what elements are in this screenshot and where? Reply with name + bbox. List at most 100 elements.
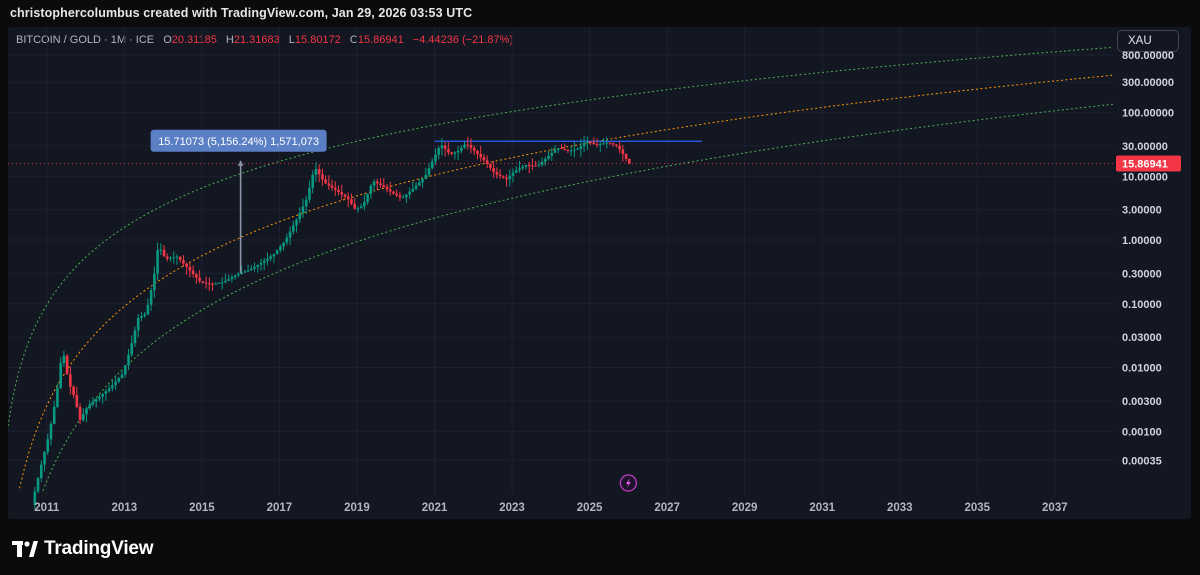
- candle-body: [165, 256, 169, 259]
- candle-body: [479, 153, 482, 158]
- candle-body: [366, 193, 369, 203]
- y-tick-label: 0.00100: [1122, 426, 1162, 438]
- candle-body: [214, 283, 218, 285]
- y-tick-label: 0.30000: [1122, 268, 1162, 280]
- candle-body: [379, 183, 382, 186]
- last-price-label: 15.86941: [1122, 159, 1168, 171]
- candle-body: [149, 290, 153, 305]
- candle-body: [514, 170, 518, 173]
- candle-body: [469, 145, 473, 148]
- candle-body: [547, 155, 550, 159]
- candle-body: [359, 206, 363, 209]
- candle-body: [524, 165, 528, 167]
- y-tick-label: 30.00000: [1122, 141, 1168, 153]
- chart-panel[interactable]: BITCOIN / GOLD · 1M · ICE O20.31185 H21.…: [8, 27, 1191, 519]
- tradingview-logo-icon: [12, 541, 38, 557]
- measure-arrow: [237, 160, 244, 166]
- candle-body: [440, 145, 444, 149]
- candle-body: [437, 148, 440, 155]
- candle-body: [237, 273, 240, 276]
- x-tick-label: 2021: [422, 502, 448, 514]
- candle-body: [540, 161, 544, 165]
- legend-low-label: L: [288, 34, 295, 46]
- candle-body: [52, 406, 56, 424]
- candle-body: [595, 144, 599, 146]
- candle-body: [259, 262, 263, 265]
- x-tick-label: 2035: [965, 502, 991, 514]
- candle-body: [72, 386, 75, 395]
- compare-symbol-button[interactable]: XAU: [1117, 30, 1179, 52]
- y-tick-label: 300.00000: [1122, 77, 1174, 89]
- measure-label: 15.71073 (5,156.24%) 1,571,073: [158, 136, 319, 148]
- candle-body: [43, 451, 46, 465]
- lower-band-curve: [42, 103, 1114, 491]
- candle-body: [111, 385, 114, 389]
- candle-body: [266, 258, 269, 261]
- candle-body: [460, 147, 463, 151]
- measure-label-box: [150, 129, 327, 152]
- candle-body: [463, 144, 466, 148]
- candle-body: [466, 144, 470, 146]
- x-tick-label: 2025: [577, 502, 603, 514]
- candle-body: [262, 260, 266, 263]
- candle-body: [311, 174, 314, 188]
- candle-body: [550, 152, 554, 156]
- candle-body: [78, 407, 82, 421]
- candle-body: [146, 304, 150, 315]
- candle-body: [350, 199, 353, 205]
- candle-body: [376, 181, 379, 184]
- candle-body: [156, 250, 159, 274]
- legend-symbol[interactable]: BITCOIN / GOLD · 1M · ICE: [16, 34, 155, 46]
- candle-body: [285, 237, 289, 243]
- ohlc-legend: BITCOIN / GOLD · 1M · ICE O20.31185 H21.…: [16, 34, 513, 46]
- candle-body: [188, 267, 192, 271]
- candle-body: [498, 174, 502, 177]
- candle-body: [324, 179, 327, 184]
- candle-body: [443, 145, 447, 149]
- candle-body: [421, 178, 424, 183]
- candle-body: [282, 242, 285, 247]
- candle-body: [618, 145, 621, 150]
- candle-body: [195, 274, 198, 278]
- candle-body: [327, 183, 331, 186]
- candle-body: [243, 271, 247, 273]
- x-tick-label: 2037: [1042, 502, 1068, 514]
- candle-body: [598, 143, 602, 145]
- candle-body: [553, 149, 557, 153]
- candle-body: [511, 172, 515, 176]
- candle-body: [556, 148, 560, 150]
- candle-body: [104, 391, 108, 394]
- candle-body: [39, 464, 43, 479]
- candle-body: [288, 231, 292, 238]
- tradingview-logo[interactable]: TradingView: [12, 536, 154, 562]
- candle-body: [98, 396, 101, 400]
- y-tick-label: 0.00300: [1122, 396, 1162, 408]
- candles: [33, 135, 631, 510]
- candle-body: [589, 141, 592, 143]
- candle-body: [240, 272, 243, 274]
- candle-body: [434, 154, 437, 162]
- candle-body: [586, 141, 589, 143]
- candle-body: [198, 277, 201, 282]
- candle-body: [382, 185, 386, 188]
- candle-body: [388, 189, 392, 192]
- legend-low-value: 15.80172: [294, 34, 341, 46]
- x-tick-label: 2031: [809, 502, 835, 514]
- candle-body: [518, 168, 521, 171]
- candle-body: [91, 401, 95, 405]
- candle-body: [308, 187, 311, 200]
- candle-body: [608, 142, 612, 144]
- candle-body: [175, 256, 179, 258]
- candle-body: [447, 148, 450, 153]
- candle-body: [249, 268, 253, 271]
- axis-layer: 2011 2013 2015 2017 2019 2021 2023 2025 2027 2029…: [34, 50, 1181, 514]
- chart-svg[interactable]: 15.71073 (5,156.24%) 1,571,073 2011 2013 2…: [8, 27, 1191, 519]
- candle-body: [75, 394, 79, 408]
- candle-body: [81, 414, 85, 421]
- candle-body: [117, 378, 121, 382]
- candle-body: [304, 199, 308, 207]
- candle-body: [628, 158, 631, 164]
- x-tick-label: 2013: [112, 502, 138, 514]
- candle-body: [482, 157, 486, 161]
- candle-body: [85, 408, 88, 415]
